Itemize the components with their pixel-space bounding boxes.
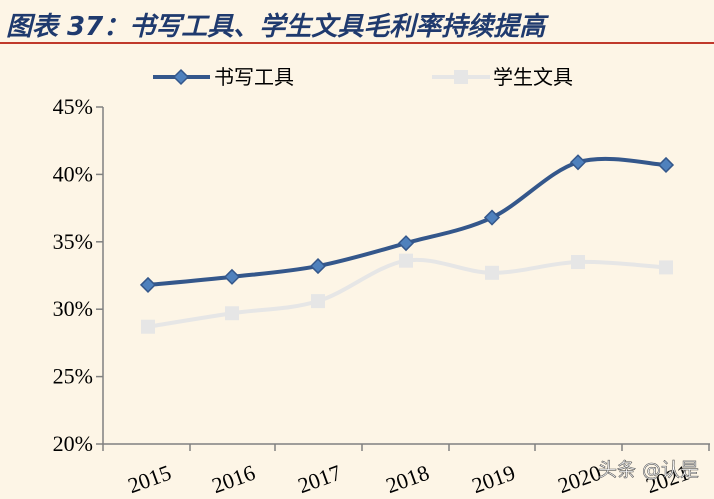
data-point-student-stationery <box>571 255 585 270</box>
y-tick-label: 25% <box>53 364 93 389</box>
watermark-text: 头条 @认是 <box>598 459 699 481</box>
y-tick-label: 45% <box>53 94 93 119</box>
x-tick-label: 2019 <box>468 460 518 499</box>
data-point-student-stationery <box>311 294 325 309</box>
chart-title-bar: 图表 37：书写工具、学生文具毛利率持续提高 <box>0 0 714 44</box>
data-point-student-stationery <box>225 306 239 321</box>
data-point-student-stationery <box>141 319 155 334</box>
chart-area: 20% 25% 30% 35% 40% 45% 2015 2016 2017 2018 2019 20… <box>0 44 714 499</box>
data-point-writing-tools <box>657 156 675 174</box>
x-tick-label: 2017 <box>294 460 344 499</box>
data-point-student-stationery <box>399 253 413 268</box>
data-point-writing-tools <box>223 268 241 285</box>
y-tick-label: 20% <box>53 431 93 456</box>
data-point-writing-tools <box>397 235 415 252</box>
data-point-student-stationery <box>485 265 499 280</box>
x-tick-label: 2018 <box>382 460 432 499</box>
line-chart: 20% 25% 30% 35% 40% 45% 2015 2016 2017 2018 2019 20… <box>53 65 710 499</box>
x-tick-label: 2015 <box>124 460 174 499</box>
legend-label-student-stationery: 学生文具 <box>493 65 573 89</box>
data-point-writing-tools <box>569 154 587 171</box>
x-tick-label: 2016 <box>208 460 258 499</box>
data-point-writing-tools <box>483 209 501 226</box>
data-point-writing-tools <box>309 258 327 275</box>
legend-label-writing-tools: 书写工具 <box>214 65 294 89</box>
x-tick-label: 2020 <box>554 460 604 499</box>
y-tick-label: 30% <box>53 296 93 321</box>
data-point-writing-tools <box>139 276 157 293</box>
legend-marker-student-stationery <box>454 70 468 84</box>
data-point-student-stationery <box>659 260 673 275</box>
y-tick-label: 35% <box>53 229 93 254</box>
y-tick-label: 40% <box>53 161 93 186</box>
legend-marker-writing-tools <box>172 68 190 86</box>
chart-title: 图表 37：书写工具、学生文具毛利率持续提高 <box>6 12 546 42</box>
